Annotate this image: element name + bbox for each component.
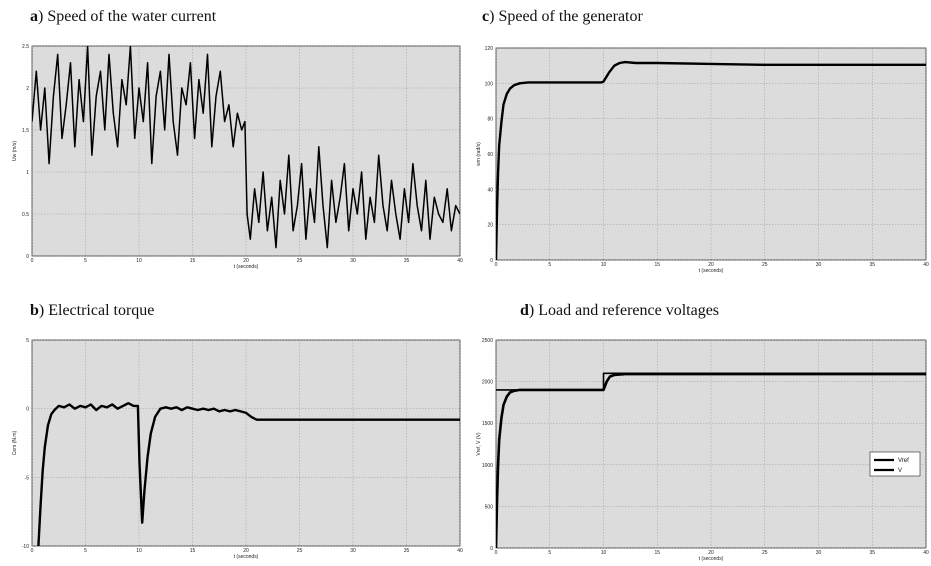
x-tick-label: 35 bbox=[404, 258, 410, 264]
x-tick-label: 0 bbox=[495, 550, 498, 556]
y-tick-label: 1 bbox=[26, 170, 29, 176]
series-line-0 bbox=[496, 60, 926, 260]
x-tick-label: 0 bbox=[31, 548, 34, 554]
x-tick-label: 30 bbox=[816, 262, 822, 268]
x-tick-label: 20 bbox=[243, 258, 249, 264]
chart-b: 0 5 10 15 20 25 30 35 40 -10 -5 0 5 t (seconds) Cem (N… bbox=[12, 338, 463, 560]
x-tick-label: 30 bbox=[816, 550, 822, 556]
y-tick-label: 120 bbox=[485, 46, 494, 52]
y-tick-label: 0 bbox=[26, 407, 29, 413]
x-tick-label: 35 bbox=[404, 548, 410, 554]
y-tick-label: 1.5 bbox=[22, 128, 29, 134]
y-tick-label: 0.5 bbox=[22, 212, 29, 218]
x-axis-label: t (seconds) bbox=[699, 268, 724, 274]
panel-a-title: a) Speed of the water current bbox=[30, 8, 216, 26]
y-tick-label: 0 bbox=[490, 258, 493, 264]
y-tick-label: 60 bbox=[487, 152, 493, 158]
y-tick-label: 1500 bbox=[482, 421, 493, 427]
y-tick-label: 5 bbox=[26, 338, 29, 344]
y-tick-label: -5 bbox=[25, 475, 30, 481]
x-axis-label: t (seconds) bbox=[234, 554, 259, 560]
y-axis-label: Vref, V (V) bbox=[476, 432, 482, 455]
panel-b-title-text: ) Electrical torque bbox=[38, 302, 155, 319]
y-tick-label: 20 bbox=[487, 223, 493, 229]
y-tick-label: 0 bbox=[26, 254, 29, 260]
x-tick-label: 40 bbox=[457, 258, 463, 264]
x-tick-label: 40 bbox=[923, 262, 929, 268]
x-tick-label: 35 bbox=[869, 262, 875, 268]
x-tick-label: 20 bbox=[708, 262, 714, 268]
panel-d-title: d) Load and reference voltages bbox=[520, 302, 719, 320]
x-axis-label: t (seconds) bbox=[234, 264, 259, 270]
x-tick-label: 10 bbox=[601, 550, 607, 556]
x-tick-label: 25 bbox=[297, 548, 303, 554]
y-axis-label: wm (rad/s) bbox=[476, 142, 482, 166]
y-tick-label: 1000 bbox=[482, 463, 493, 469]
x-tick-label: 40 bbox=[923, 550, 929, 556]
y-tick-label: 0 bbox=[490, 546, 493, 552]
y-tick-label: 500 bbox=[485, 504, 494, 510]
y-tick-label: 2.5 bbox=[22, 44, 29, 50]
legend-box bbox=[869, 451, 921, 477]
series-line-0 bbox=[37, 401, 460, 546]
panel-c-title-text: ) Speed of the generator bbox=[489, 8, 643, 25]
panel-d-letter: d bbox=[520, 302, 529, 319]
x-tick-label: 0 bbox=[495, 262, 498, 268]
x-tick-label: 5 bbox=[84, 548, 87, 554]
series-line-0 bbox=[32, 46, 460, 249]
x-tick-label: 5 bbox=[548, 262, 551, 268]
y-tick-label: 40 bbox=[487, 187, 493, 193]
panel-b-title: b) Electrical torque bbox=[30, 302, 154, 320]
y-tick-label: 2500 bbox=[482, 338, 493, 344]
panel-c-letter: c bbox=[482, 8, 490, 25]
x-tick-label: 35 bbox=[869, 550, 875, 556]
x-tick-label: 15 bbox=[654, 262, 660, 268]
x-tick-label: 40 bbox=[457, 548, 463, 554]
y-axis-label: Uw (m/s) bbox=[12, 141, 18, 161]
series-line-1 bbox=[496, 372, 926, 548]
x-tick-label: 15 bbox=[654, 550, 660, 556]
legend-label: V bbox=[898, 468, 902, 474]
panel-a-title-text: ) Speed of the water current bbox=[38, 8, 217, 25]
chart-d: 0 5 10 15 20 25 30 35 40 0 500 1000 1500 2000 2500 t (s… bbox=[476, 338, 929, 562]
x-tick-label: 10 bbox=[136, 258, 142, 264]
panel-a-letter: a bbox=[30, 8, 38, 25]
x-tick-label: 30 bbox=[350, 548, 356, 554]
x-tick-label: 20 bbox=[243, 548, 249, 554]
y-axis-label: Cem (N.m) bbox=[12, 430, 18, 455]
x-tick-label: 5 bbox=[548, 550, 551, 556]
legend-label: Vref bbox=[898, 458, 909, 464]
x-tick-label: 10 bbox=[136, 548, 142, 554]
x-tick-label: 30 bbox=[350, 258, 356, 264]
x-tick-label: 15 bbox=[190, 548, 196, 554]
y-tick-label: 80 bbox=[487, 117, 493, 123]
panel-b-letter: b bbox=[30, 302, 39, 319]
x-tick-label: 25 bbox=[762, 262, 768, 268]
chart-c: 0 5 10 15 20 25 30 35 40 0 20 40 60 80 100 120 t (second… bbox=[476, 46, 929, 274]
x-tick-label: 15 bbox=[190, 258, 196, 264]
y-tick-label: -10 bbox=[22, 544, 29, 550]
y-tick-label: 100 bbox=[485, 81, 494, 87]
x-tick-label: 0 bbox=[31, 258, 34, 264]
x-tick-label: 20 bbox=[708, 550, 714, 556]
x-tick-label: 10 bbox=[601, 262, 607, 268]
chart-a: 0 5 10 15 20 25 30 35 40 0 0.5 1 1.5 2 2.5 t (seconds) U… bbox=[12, 44, 463, 270]
x-axis-label: t (seconds) bbox=[699, 556, 724, 562]
y-tick-label: 2 bbox=[26, 86, 29, 92]
panel-c-title: c) Speed of the generator bbox=[482, 8, 643, 26]
x-tick-label: 25 bbox=[297, 258, 303, 264]
x-tick-label: 5 bbox=[84, 258, 87, 264]
y-tick-label: 2000 bbox=[482, 380, 493, 386]
x-tick-label: 25 bbox=[762, 550, 768, 556]
panel-d-title-text: ) Load and reference voltages bbox=[528, 302, 720, 319]
